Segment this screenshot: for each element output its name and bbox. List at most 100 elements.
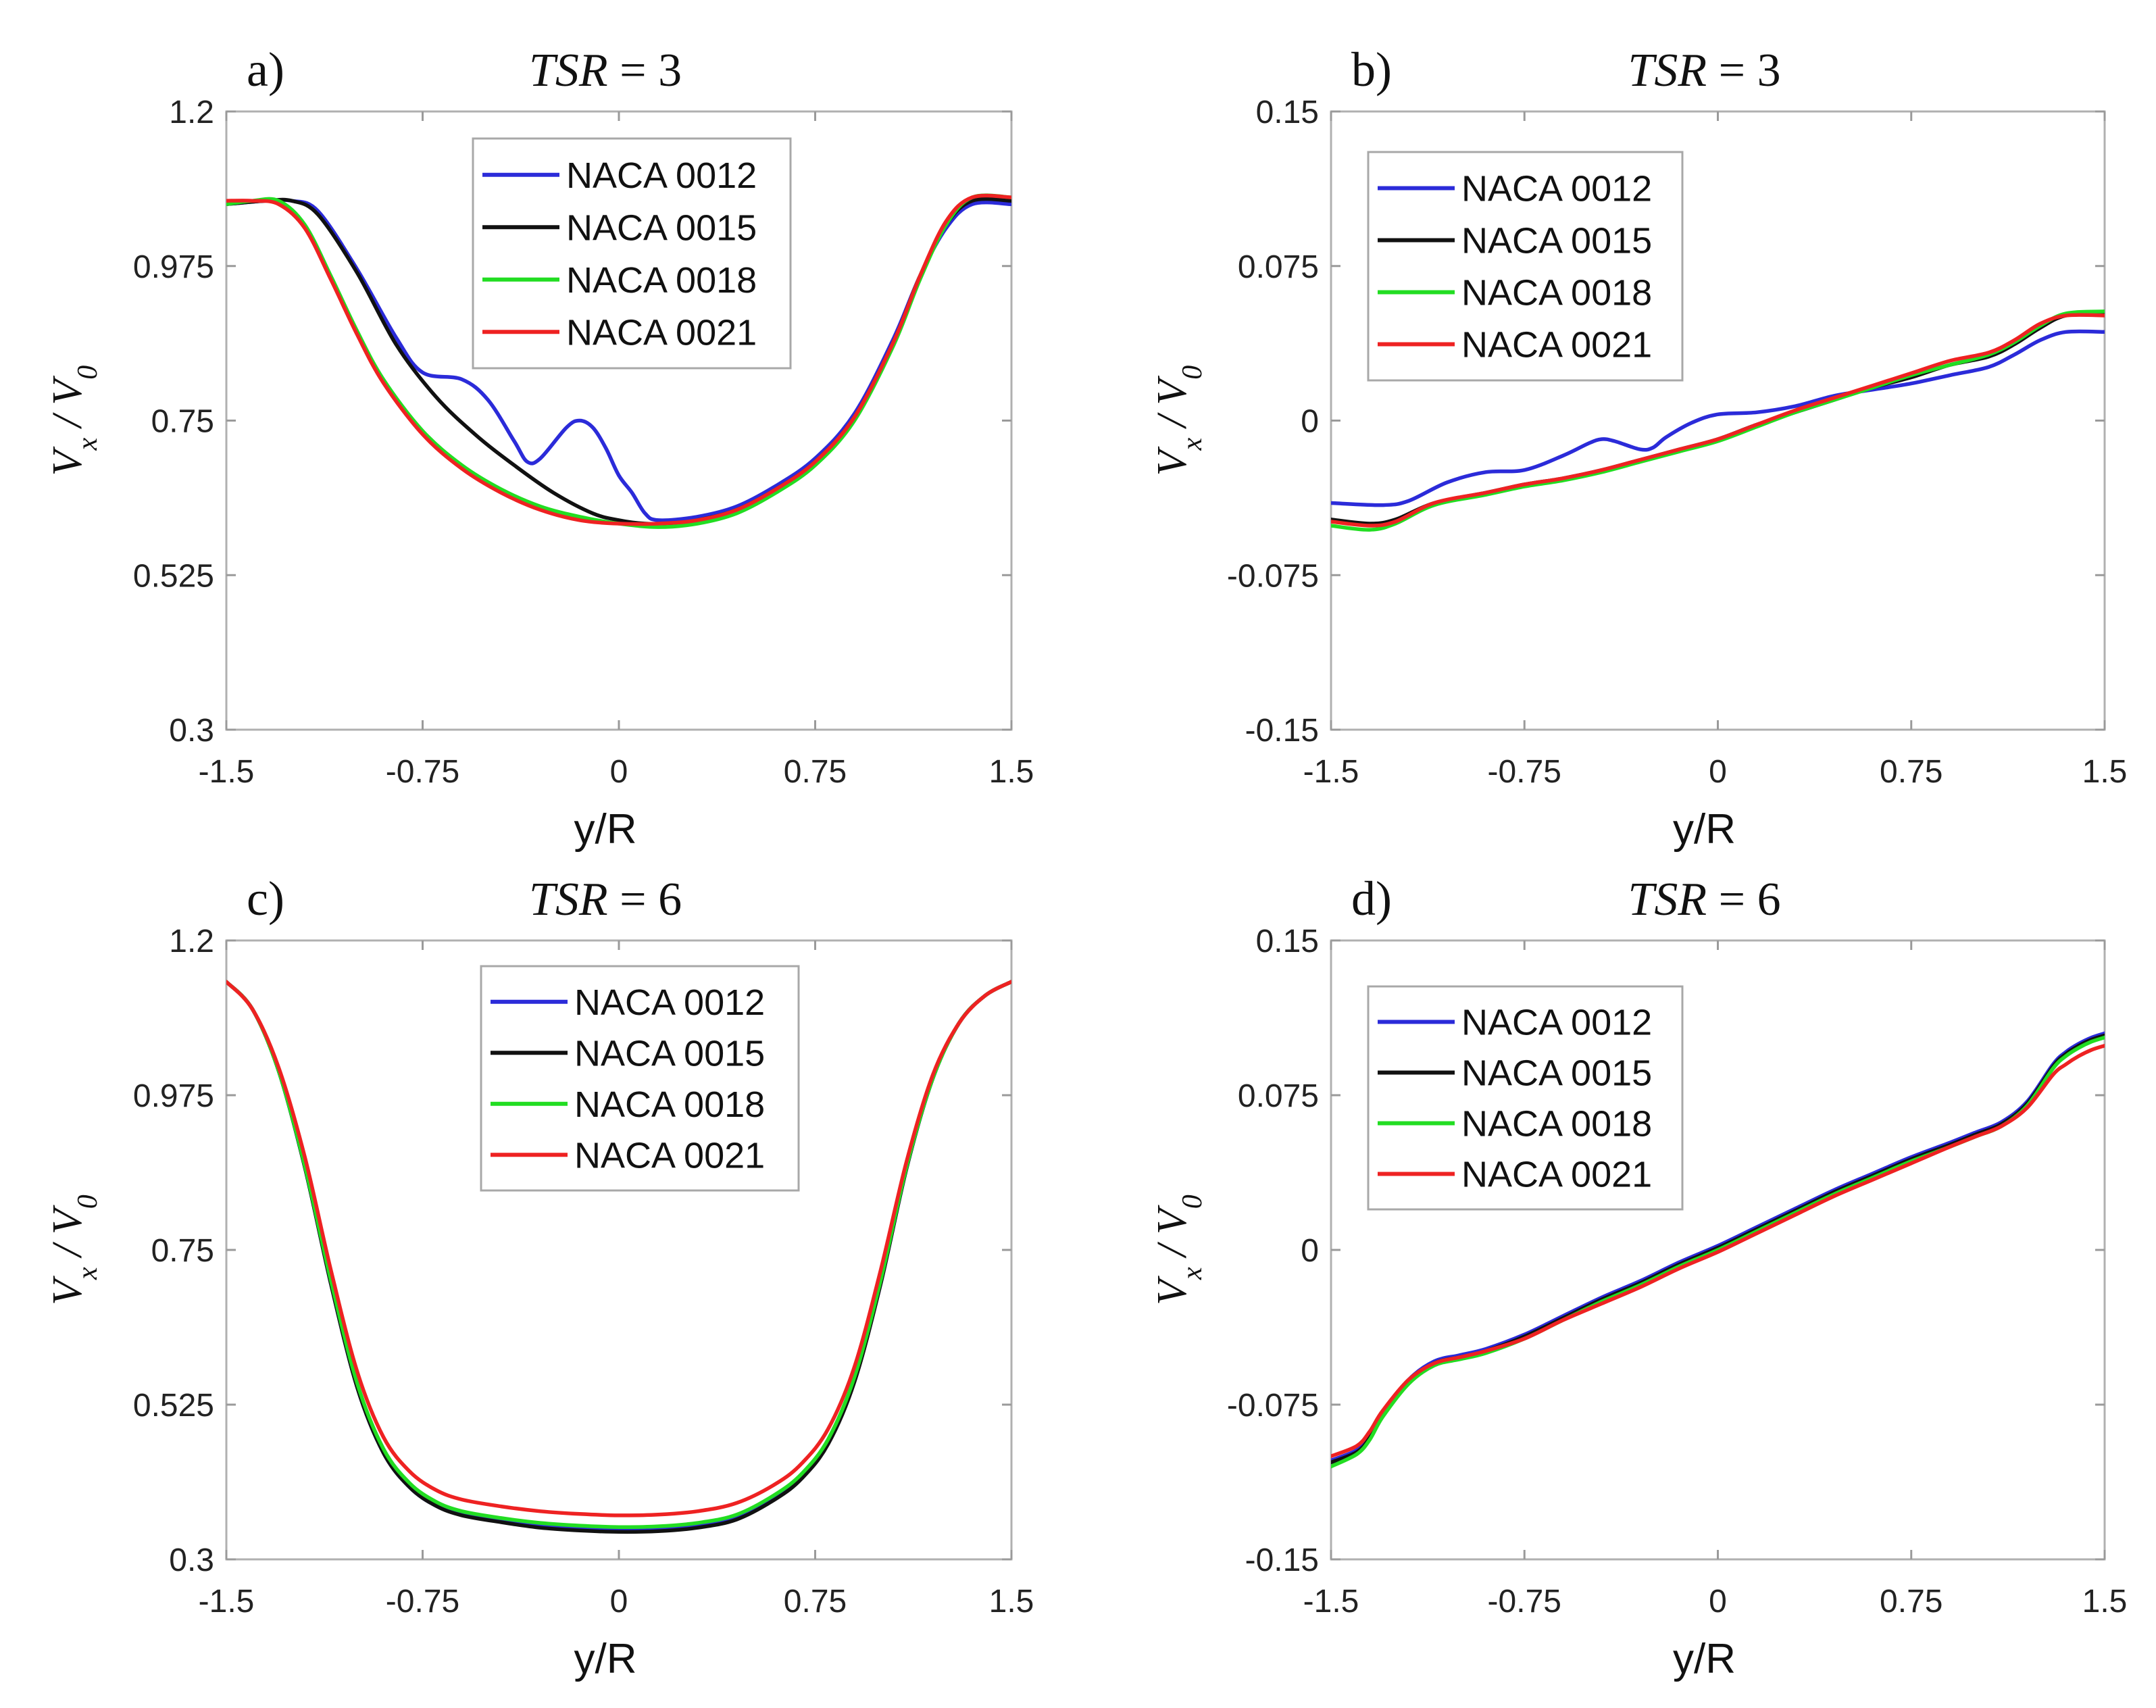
y-axis-label-ylabel-sep: / — [1149, 405, 1195, 438]
y-axis-label-ylabel-main: V — [1149, 1276, 1195, 1305]
x-axis-label: y/R — [1673, 1636, 1736, 1682]
y-axis-label-ylabel-main2: V — [1149, 1205, 1195, 1234]
chart-title-variable: TSR — [1628, 45, 1707, 97]
legend-label: NACA 0012 — [1461, 1003, 1652, 1043]
y-tick-label: 0.3 — [169, 1542, 214, 1578]
x-tick-label: -0.75 — [386, 1584, 459, 1619]
legend-label: NACA 0018 — [566, 260, 757, 301]
series-group — [226, 193, 1011, 529]
chart-title-value: 6 — [1757, 874, 1781, 926]
series-group — [1331, 1031, 2105, 1469]
y-tick-label: -0.15 — [1245, 713, 1319, 749]
panel-label: d) — [1351, 872, 1392, 926]
legend-label: NACA 0015 — [566, 207, 757, 248]
y-tick-label: 0.3 — [169, 713, 214, 749]
x-tick-label: 0 — [610, 1584, 628, 1619]
y-tick-label: 0.15 — [1256, 95, 1319, 130]
chart-title-equals: = — [608, 874, 658, 926]
chart-title-equals: = — [1707, 45, 1757, 97]
y-axis-label-ylabel-sub2: 0 — [1177, 1195, 1208, 1209]
legend-label: NACA 0015 — [1461, 1053, 1652, 1094]
legend: NACA 0012 NACA 0015 NACA 0018 NACA 0021 — [1367, 985, 1684, 1211]
x-tick-label: 0 — [1709, 754, 1727, 790]
legend-label: NACA 0012 — [1461, 169, 1652, 209]
chart-title-variable: TSR — [1628, 874, 1707, 926]
y-axis-label: Vx / V0 — [45, 366, 103, 476]
y-axis-label: Vx / V0 — [45, 1195, 103, 1305]
y-axis-label-ylabel-sub2: 0 — [72, 1195, 103, 1209]
chart-title-value: 3 — [1757, 45, 1781, 97]
legend-label: NACA 0021 — [566, 312, 757, 353]
legend-label: NACA 0015 — [1461, 221, 1652, 261]
chart-title-equals: = — [608, 45, 658, 97]
y-axis-label-ylabel-main: V — [1149, 446, 1195, 476]
x-tick-label: 0 — [610, 754, 628, 790]
y-axis-label-ylabel-main2: V — [1149, 376, 1195, 405]
x-tick-label: -0.75 — [1488, 754, 1561, 790]
y-tick-label: 1.2 — [169, 95, 214, 130]
legend: NACA 0012 NACA 0015 NACA 0018 NACA 0021 — [472, 137, 792, 370]
chart-title: TSR = 3 — [529, 45, 682, 97]
series-line-naca-0012 — [1331, 329, 2105, 507]
x-tick-label: -1.5 — [199, 1584, 255, 1619]
y-tick-label: 0.075 — [1238, 249, 1319, 285]
x-tick-label: -1.5 — [1303, 754, 1359, 790]
y-tick-label: 0.975 — [133, 249, 214, 285]
chart-title-value: 6 — [658, 874, 682, 926]
y-axis-label-ylabel-sub2: 0 — [1177, 366, 1208, 380]
series-line-naca-0021 — [226, 193, 1011, 526]
chart-title-equals: = — [1707, 874, 1757, 926]
y-tick-label: 0.75 — [151, 404, 214, 440]
chart-title-variable: TSR — [529, 45, 608, 97]
x-axis-label: y/R — [574, 806, 637, 853]
y-tick-label: 0.975 — [133, 1078, 214, 1114]
y-tick-label: 0.525 — [133, 1388, 214, 1424]
legend-label: NACA 0018 — [574, 1084, 765, 1125]
y-axis-label-ylabel-main: V — [45, 1276, 91, 1305]
x-tick-label: -1.5 — [1303, 1584, 1359, 1619]
y-tick-label: 0 — [1301, 1233, 1319, 1269]
y-axis-label: Vx / V0 — [1149, 366, 1208, 476]
y-axis-label-ylabel-sub1: x — [1177, 1267, 1208, 1280]
panel-label: a) — [247, 43, 284, 97]
x-axis-label: y/R — [574, 1636, 637, 1682]
x-tick-label: 0 — [1709, 1584, 1727, 1619]
legend-label: NACA 0021 — [574, 1135, 765, 1176]
series-line-naca-0021 — [1331, 313, 2105, 528]
y-axis-label: Vx / V0 — [1149, 1195, 1208, 1305]
chart-panel-1: -1.5 -0.75 0 0.75 1.5 1.2 0.975 0.75 0.525 0.3 y/R… — [45, 43, 1034, 853]
y-axis-label-ylabel-sub1: x — [1177, 437, 1208, 451]
x-tick-label: 0.75 — [784, 1584, 847, 1619]
legend: NACA 0012 NACA 0015 NACA 0018 NACA 0021 — [480, 965, 800, 1192]
legend-label: NACA 0018 — [1461, 273, 1652, 313]
y-axis-label-ylabel-sub1: x — [72, 437, 103, 451]
x-tick-label: 1.5 — [989, 1584, 1034, 1619]
chart-title: TSR = 6 — [1628, 874, 1780, 926]
legend: NACA 0012 NACA 0015 NACA 0018 NACA 0021 — [1367, 151, 1684, 382]
series-line-naca-0021 — [1331, 1043, 2105, 1459]
y-tick-label: -0.075 — [1227, 558, 1319, 594]
legend-label: NACA 0021 — [1461, 325, 1652, 366]
y-tick-label: 0.075 — [1238, 1078, 1319, 1114]
x-tick-label: -1.5 — [199, 754, 255, 790]
x-axis-label: y/R — [1673, 806, 1736, 853]
y-tick-label: -0.15 — [1245, 1542, 1319, 1578]
panel-label: c) — [247, 872, 284, 926]
x-tick-label: 1.5 — [989, 754, 1034, 790]
y-tick-label: 0.75 — [151, 1233, 214, 1269]
y-tick-label: 1.2 — [169, 924, 214, 959]
y-axis-label-ylabel-sep: / — [45, 1234, 91, 1267]
chart-title-value: 3 — [658, 45, 682, 97]
legend-label: NACA 0015 — [574, 1033, 765, 1074]
y-axis-label-ylabel-sep: / — [1149, 1234, 1195, 1267]
x-tick-label: 1.5 — [2082, 754, 2128, 790]
chart-panel-4: -1.5 -0.75 0 0.75 1.5 0.15 0.075 0 -0.075 -0.15 y/… — [1149, 872, 2127, 1682]
x-tick-label: 0.75 — [1880, 754, 1942, 790]
chart-title-variable: TSR — [529, 874, 608, 926]
chart-title: TSR = 6 — [529, 874, 682, 926]
series-group — [1331, 309, 2105, 532]
y-axis-label-ylabel-main2: V — [45, 1205, 91, 1234]
legend-label: NACA 0018 — [1461, 1104, 1652, 1145]
panel-label: b) — [1351, 43, 1392, 97]
